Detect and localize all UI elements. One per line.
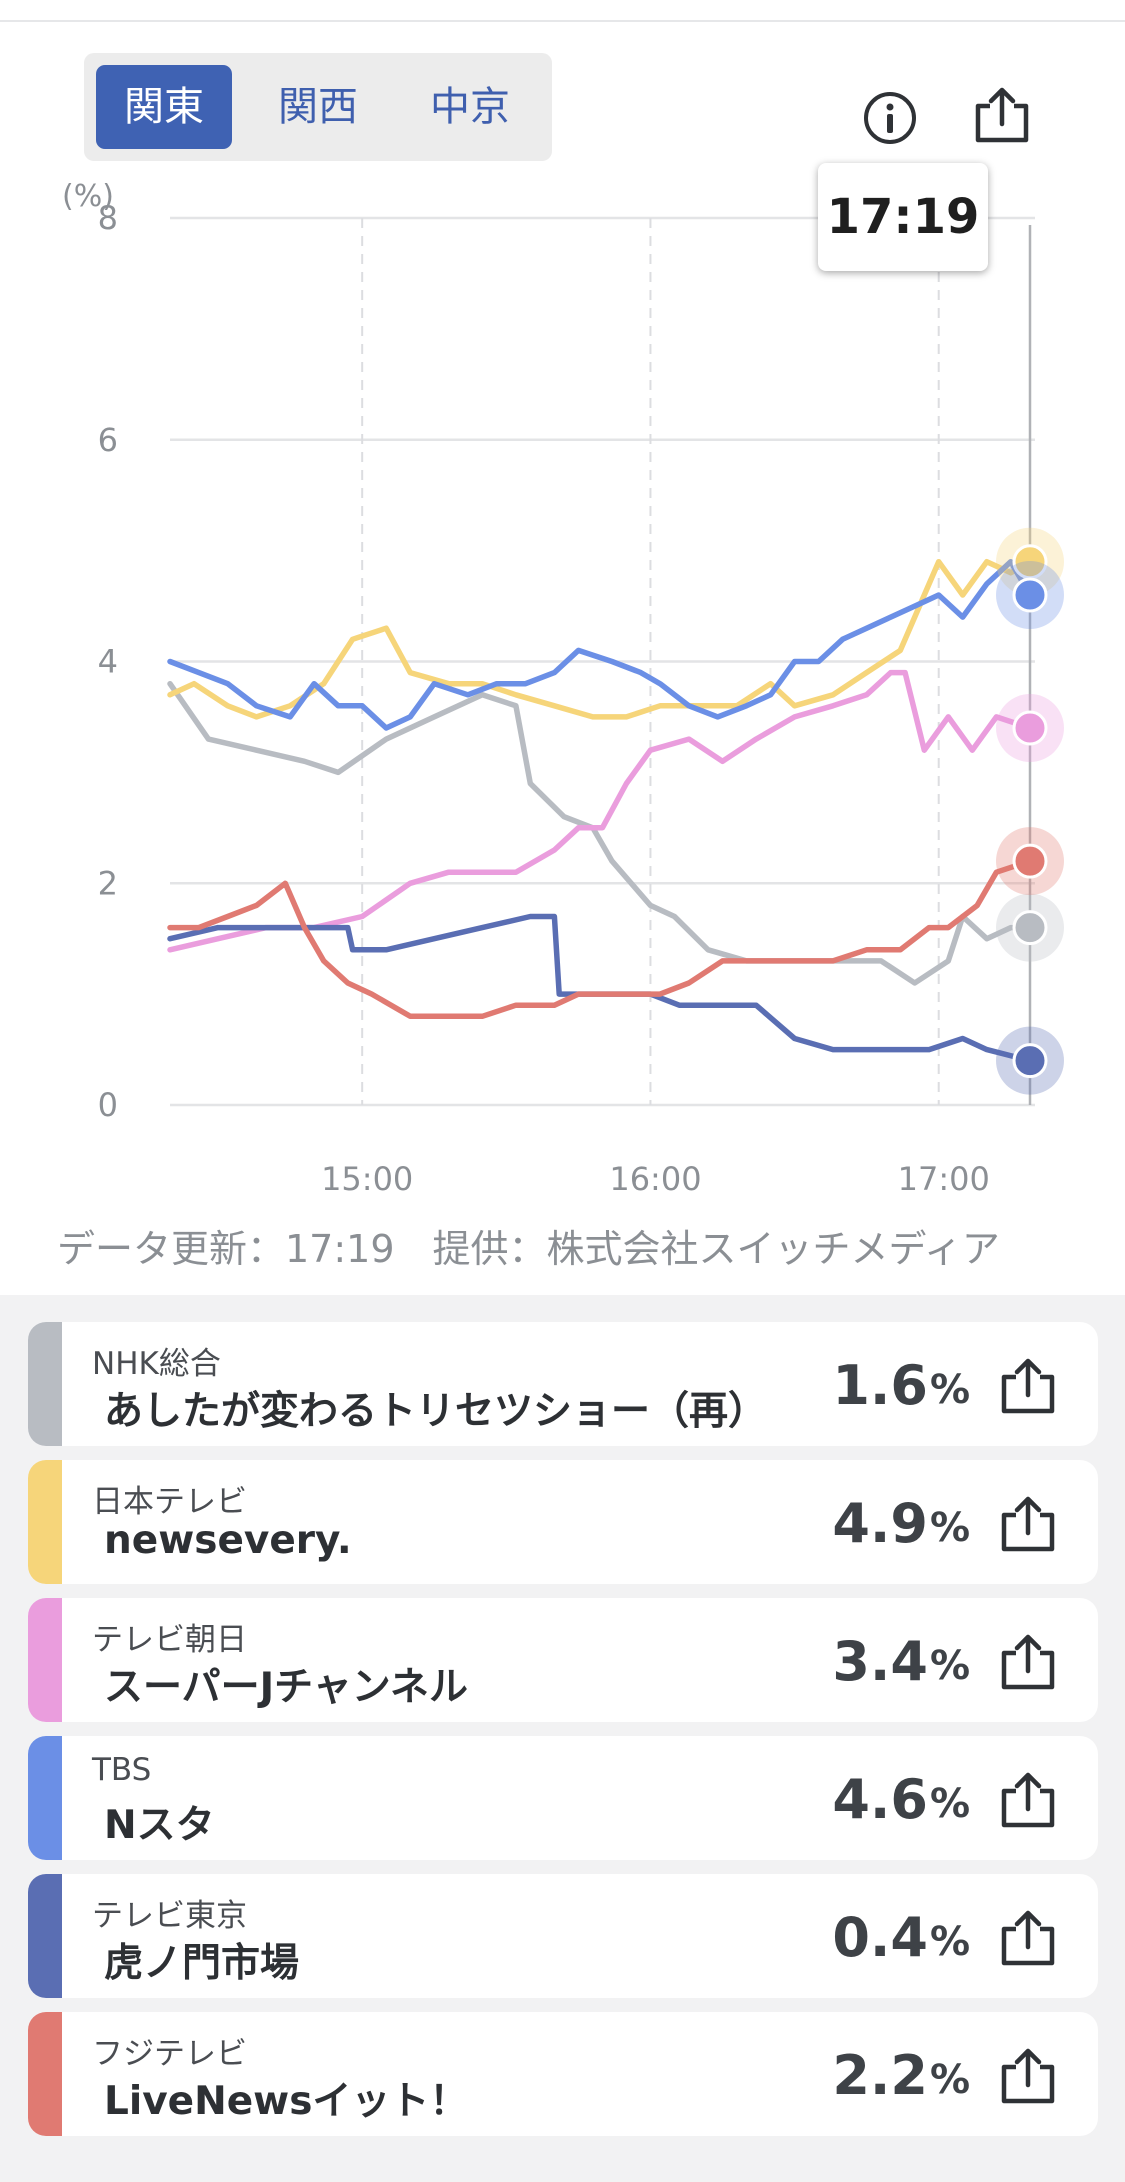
series-line-5 xyxy=(167,858,1033,1020)
y-tick-label: 4 xyxy=(98,643,118,681)
rating-unit: % xyxy=(930,1505,971,1551)
rating-card[interactable]: 日本テレビ newsevery. 4.9% xyxy=(28,1460,1098,1584)
rating-card[interactable]: フジテレビ LiveNewsイット！ 2.2% xyxy=(28,2012,1098,2136)
series-line-1 xyxy=(167,558,1033,720)
tab-kansai[interactable]: 関西 xyxy=(278,84,358,130)
channel-color-bar xyxy=(28,2012,62,2136)
rating-value: 4.9 xyxy=(832,1492,928,1555)
series-endpoint-3 xyxy=(1012,577,1048,613)
channel-name: 日本テレビ xyxy=(92,1484,247,1520)
share-icon[interactable] xyxy=(998,2045,1058,2111)
ratings-line-chart: (%) 0 2 4 6 8 15:00 16:00 17:00 xyxy=(62,179,1064,1198)
y-tick-label: 2 xyxy=(98,864,118,902)
time-tooltip: 17:19 xyxy=(818,163,988,271)
program-title: Nスタ xyxy=(104,1803,215,1848)
x-tick-label: 17:00 xyxy=(898,1160,990,1198)
rating-value: 3.4 xyxy=(832,1630,928,1693)
channel-name: TBS xyxy=(92,1752,152,1788)
share-icon[interactable] xyxy=(998,1907,1058,1973)
series-endpoint-0 xyxy=(1012,910,1048,946)
program-title: 虎ノ門市場 xyxy=(104,1941,300,1986)
rating-value: 2.2 xyxy=(832,2044,928,2107)
program-title: あしたが変わるトリセツショー（再） xyxy=(104,1389,768,1434)
info-icon[interactable] xyxy=(862,90,918,150)
region-tab-bar: 関東 関西 中京 xyxy=(84,53,552,161)
channel-color-bar xyxy=(28,1736,62,1860)
share-icon[interactable] xyxy=(998,1493,1058,1559)
channel-name: フジテレビ xyxy=(92,2036,247,2072)
x-tick-label: 16:00 xyxy=(609,1160,701,1198)
rating-card[interactable]: TBS Nスタ 4.6% xyxy=(28,1736,1098,1860)
y-tick-label: 6 xyxy=(98,421,118,459)
rating-unit: % xyxy=(930,1919,971,1965)
rating-card[interactable]: テレビ東京虎ノ門市場 0.4% xyxy=(28,1874,1098,1998)
rating-unit: % xyxy=(930,1781,971,1827)
y-axis-unit-label: (%) xyxy=(62,179,114,214)
y-tick-label: 0 xyxy=(98,1086,118,1124)
y-tick-label: 8 xyxy=(98,199,118,237)
channel-color-bar xyxy=(28,1460,62,1584)
rating-value: 1.6 xyxy=(832,1354,928,1417)
program-title: LiveNewsイット！ xyxy=(104,2079,469,2124)
rating-card[interactable]: NHK総合あしたが変わるトリセツショー（再） 1.6% xyxy=(28,1322,1098,1446)
channel-name: テレビ朝日 xyxy=(92,1622,247,1658)
x-tick-label: 15:00 xyxy=(321,1160,413,1198)
top-divider xyxy=(0,20,1125,22)
series-line-4 xyxy=(167,913,1033,1064)
channel-color-bar xyxy=(28,1322,62,1446)
rating-unit: % xyxy=(930,1367,971,1413)
channel-name: テレビ東京 xyxy=(92,1898,247,1934)
series-endpoint-4 xyxy=(1012,1043,1048,1079)
channel-color-bar xyxy=(28,1874,62,1998)
rating-value: 4.6 xyxy=(832,1768,928,1831)
series-line-3 xyxy=(167,558,1033,731)
share-icon[interactable] xyxy=(998,1355,1058,1421)
program-title: スーパーJチャンネル xyxy=(104,1665,468,1710)
share-icon[interactable] xyxy=(972,84,1032,150)
share-icon[interactable] xyxy=(998,1631,1058,1697)
share-icon[interactable] xyxy=(998,1769,1058,1835)
channel-color-bar xyxy=(28,1598,62,1722)
rating-unit: % xyxy=(930,2057,971,2103)
series-line-0 xyxy=(167,680,1033,986)
program-title: newsevery. xyxy=(104,1518,352,1563)
series-endpoint-5 xyxy=(1012,843,1048,879)
rating-unit: % xyxy=(930,1643,971,1689)
rating-card[interactable]: テレビ朝日スーパーJチャンネル 3.4% xyxy=(28,1598,1098,1722)
series-endpoint-2 xyxy=(1012,710,1048,746)
tab-kanto[interactable]: 関東 xyxy=(96,65,232,149)
data-source-note: データ更新：17:19 提供：株式会社スイッチメディア xyxy=(57,1227,1000,1271)
channel-name: NHK総合 xyxy=(92,1346,221,1382)
series-line-2 xyxy=(167,669,1033,953)
rating-value: 0.4 xyxy=(832,1906,928,1969)
tab-chukyo[interactable]: 中京 xyxy=(430,84,510,130)
